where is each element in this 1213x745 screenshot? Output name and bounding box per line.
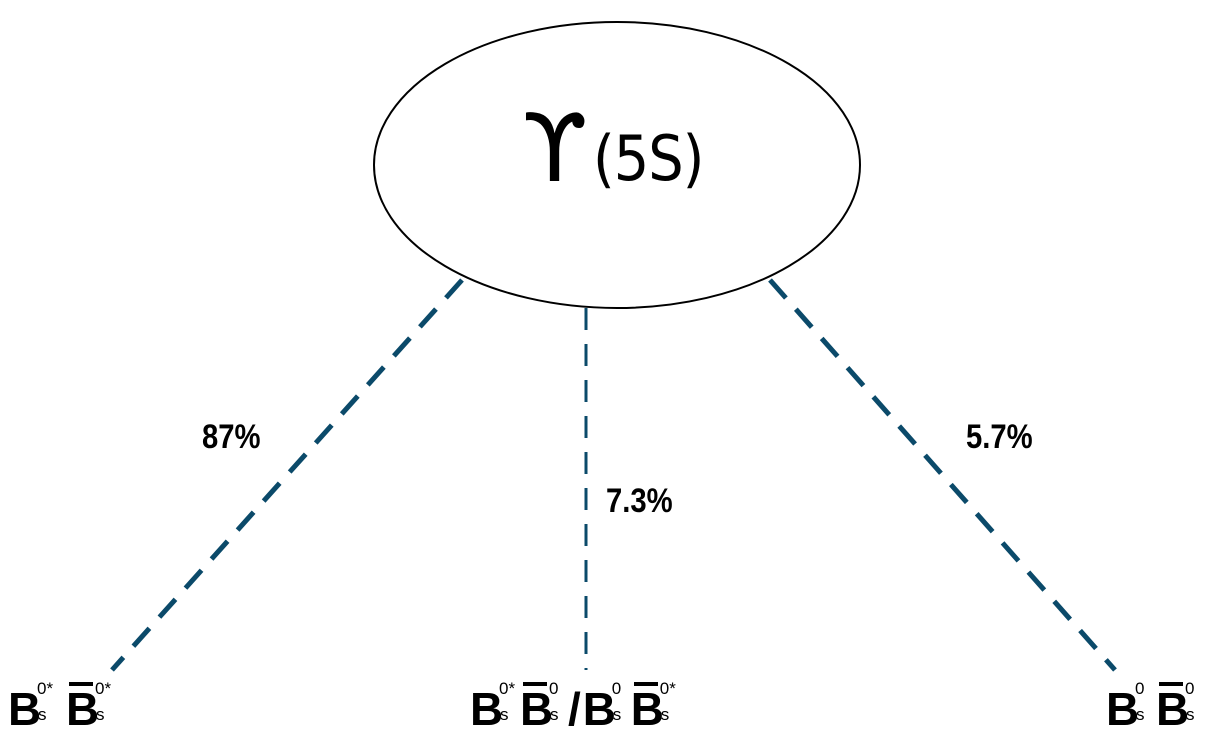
branch-fraction-left: 87%	[202, 418, 261, 456]
branch-line-right	[768, 278, 1117, 672]
branch-fraction-middle: 7.3%	[606, 482, 673, 520]
mode-separator: /	[568, 683, 581, 735]
meson-bsbar-star: B 0* s	[630, 679, 676, 735]
meson-bs: B 0 s	[582, 679, 622, 735]
parent-ellipse	[373, 21, 861, 309]
decay-products-middle: B 0* s B 0 s / B 0 s B 0* s	[470, 679, 676, 740]
decay-products-left: B 0* s B 0* s	[8, 679, 112, 740]
meson-bsbar: B 0 s	[520, 679, 559, 735]
meson-bs-star: B 0* s	[470, 679, 516, 735]
decay-products-right: B 0 s B 0 s	[1106, 680, 1198, 740]
upsilon-state-label: (5S)	[593, 122, 704, 195]
upsilon-symbol: ϒ	[522, 95, 588, 204]
meson-bsbar: B 0 s	[1156, 679, 1195, 735]
branch-line-left	[110, 278, 464, 672]
meson-bs-star: B 0* s	[8, 679, 54, 735]
meson-bs: B 0 s	[1106, 679, 1145, 735]
branch-fraction-right: 5.7%	[966, 418, 1033, 456]
meson-bsbar-star: B 0* s	[66, 679, 112, 735]
